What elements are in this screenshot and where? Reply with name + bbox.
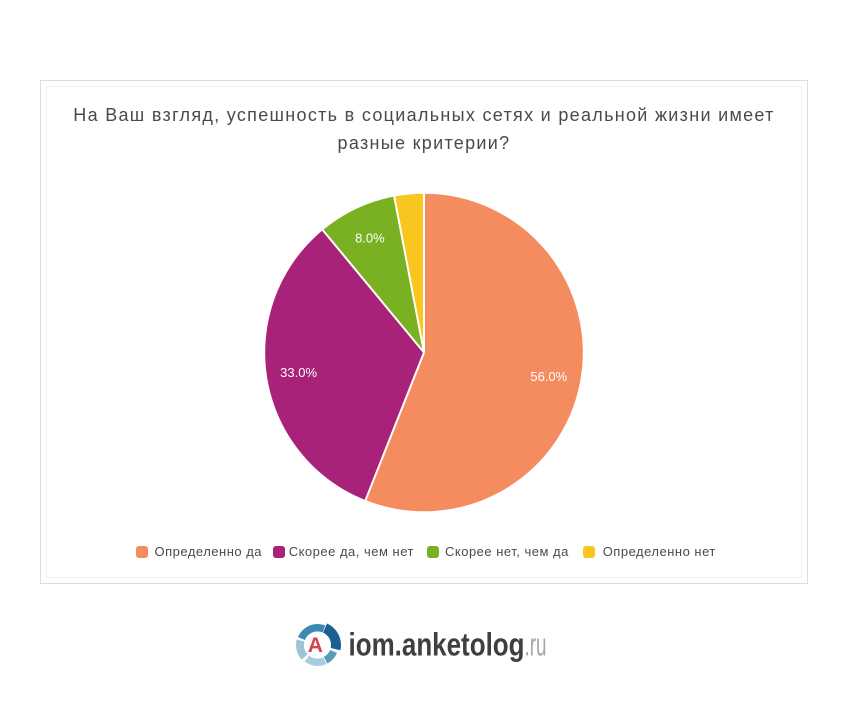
svg-text:8.0%: 8.0% — [355, 230, 385, 245]
svg-text:iom.anketolog: iom.anketolog — [349, 627, 525, 663]
svg-text:33.0%: 33.0% — [280, 365, 317, 380]
svg-text:А: А — [308, 634, 323, 657]
svg-text:56.0%: 56.0% — [530, 369, 567, 384]
svg-text:.ru: .ru — [525, 627, 547, 663]
